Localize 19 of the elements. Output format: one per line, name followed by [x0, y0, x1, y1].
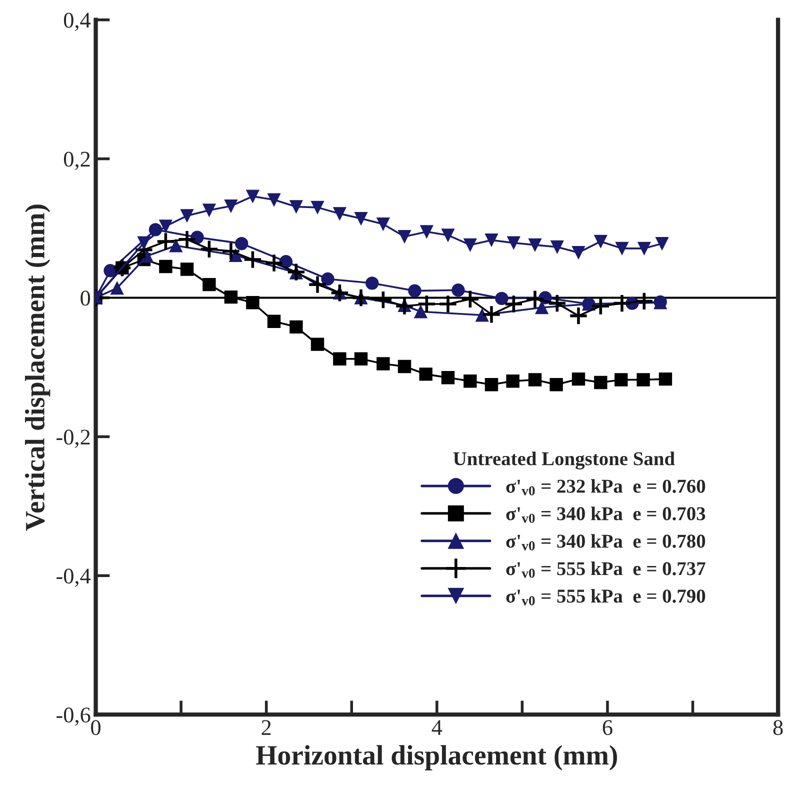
legend-label: σ'$_{v0}$ = 555 kPa e = 0.737	[506, 562, 706, 578]
legend-label: σ'$_{v0}$ = 340 kPa e = 0.780	[506, 534, 706, 550]
legend-label: σ'$_{v0}$ = 555 kPa e = 0.790	[506, 589, 706, 606]
legend-label: σ'$_{v0}$ = 232 kPa e = 0.760	[506, 479, 706, 496]
y-tick-label: -0,4	[56, 568, 91, 587]
y-tick-label: -0,6	[56, 708, 90, 726]
x-tick-label: 6	[602, 720, 612, 736]
x-axis-title: Horizontal displacement (mm)	[256, 745, 617, 770]
y-tick-label: -0,2	[56, 430, 90, 448]
y-tick-label: 0	[80, 290, 90, 306]
y-tick-label: 0,2	[64, 152, 90, 170]
y-axis-title: Vertical displacement (mm)	[24, 204, 50, 531]
x-tick-label: 0	[91, 720, 100, 736]
legend-label: σ'$_{v0}$ = 340 kPa e = 0.703	[506, 506, 706, 523]
x-tick-label: 8	[773, 720, 783, 736]
legend-title: Untreated Longstone Sand	[453, 452, 675, 470]
x-tick-label: 4	[432, 720, 442, 735]
x-tick-label: 2	[262, 720, 271, 735]
y-tick-label: 0,4	[64, 12, 91, 31]
